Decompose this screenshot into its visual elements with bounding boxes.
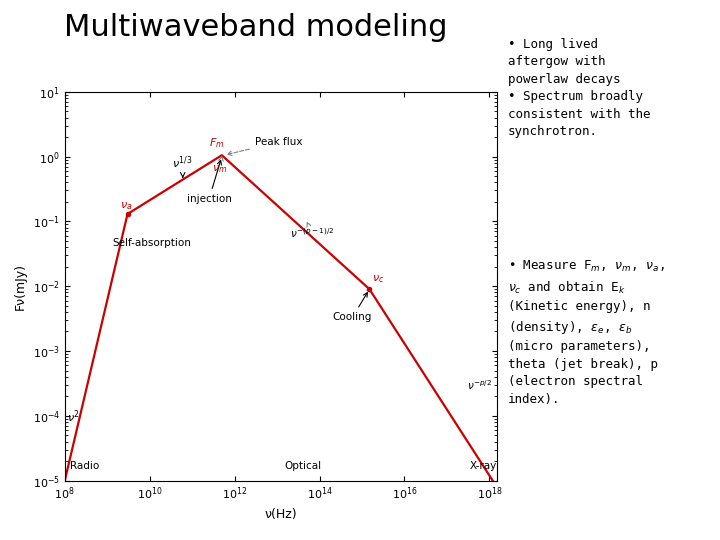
Text: injection: injection: [186, 160, 232, 204]
Text: X-ray: X-ray: [470, 461, 498, 471]
Text: $\nu_a$: $\nu_a$: [120, 200, 132, 212]
Text: Peak flux: Peak flux: [228, 137, 302, 156]
Text: Radio: Radio: [70, 461, 99, 471]
Text: $\nu^{-p/2}$: $\nu^{-p/2}$: [467, 378, 492, 392]
Text: Optical: Optical: [284, 461, 322, 471]
Text: Cooling: Cooling: [333, 293, 372, 322]
Text: • Long lived
aftergow with
powerlaw decays
• Spectrum broadly
consistent with th: • Long lived aftergow with powerlaw deca…: [508, 38, 650, 138]
Text: $\nu^{1/3}$: $\nu^{1/3}$: [173, 154, 193, 177]
Text: Multiwaveband modeling: Multiwaveband modeling: [64, 14, 447, 43]
Text: $\nu^{-(p-1)/2}$: $\nu^{-(p-1)/2}$: [290, 222, 334, 240]
Text: $\nu_m$: $\nu_m$: [212, 157, 228, 175]
Text: $F_m$: $F_m$: [209, 136, 225, 150]
X-axis label: ν(Hz): ν(Hz): [264, 508, 297, 521]
Text: $\nu^2$: $\nu^2$: [68, 409, 80, 426]
Text: • Measure F$_m$, $\nu_m$, $\nu_a$,
$\nu_c$ and obtain E$_k$
(Kinetic energy), n
: • Measure F$_m$, $\nu_m$, $\nu_a$, $\nu_…: [508, 259, 665, 406]
Text: Self-absorption: Self-absorption: [112, 238, 191, 248]
Text: $\nu_c$: $\nu_c$: [372, 273, 384, 285]
Y-axis label: Fν(mJy): Fν(mJy): [14, 262, 27, 310]
